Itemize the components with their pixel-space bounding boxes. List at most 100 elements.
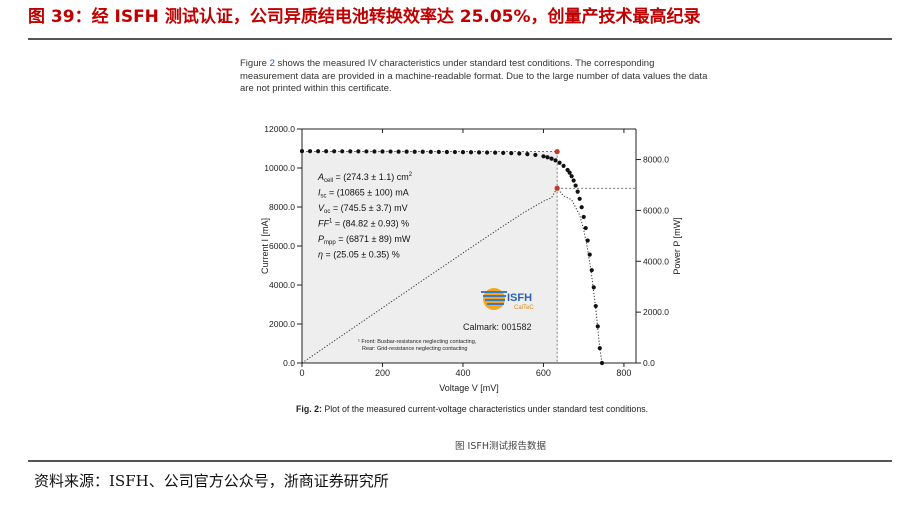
current-point [356,149,361,154]
current-point [549,156,554,161]
current-point [569,174,574,179]
current-point [332,149,337,154]
x-tick-label: 200 [375,368,390,378]
current-point [501,150,506,155]
current-point [545,155,550,160]
y-axis-right-label: Power P [mW] [672,217,682,274]
calmark-label: Calmark: 001582 [463,322,532,332]
caption-text: Plot of the measured current-voltage cha… [321,404,649,414]
logo-stripe [483,295,506,297]
x-tick-label: 400 [455,368,470,378]
current-point [533,152,538,158]
x-tick-label: 0 [299,368,304,378]
current-point [299,149,305,154]
current-point [581,214,586,220]
param-ff: FF1 = (84.82 ± 0.93) % [318,219,409,229]
current-point [599,360,605,366]
current-point [436,149,441,154]
x-tick-label: 600 [536,368,551,378]
param-voc: Voc = (745.5 ± 3.7) mV [318,203,408,215]
current-point [485,150,490,155]
y-left-tick-label: 12000.0 [264,124,295,134]
param-acell: Acell = (274.3 ± 1.1) cm2 [317,172,413,184]
current-point [388,149,393,154]
current-point [340,149,345,154]
footnote-front: ¹ Front: Busbar-resistance neglecting co… [358,339,477,345]
current-point [595,324,600,329]
logo-name: ISFH [507,292,532,304]
source-footer: 资料来源：ISFH、公司官方公众号，浙商证券研究所 [34,472,389,490]
figure-title: 图 39：经 ISFH 测试认证，公司异质结电池转换效率达 25.05%，创量产… [28,7,701,27]
current-point [476,150,482,155]
figure-caption: Fig. 2: Plot of the measured current-vol… [296,404,716,414]
param-pmpp: Pmpp = (6871 ± 89) mW [318,234,411,246]
current-point [452,149,458,155]
y-right-tick-label: 8000.0 [643,155,669,165]
y-right-tick-label: 6000.0 [643,205,669,215]
mpp-current-marker [554,149,560,155]
x-axis-label: Voltage V [mV] [439,383,499,393]
y-left-tick-label: 0.0 [283,358,295,368]
current-point [591,285,596,290]
current-point [585,238,590,243]
current-point [420,149,425,154]
current-point [557,160,562,165]
current-point [579,205,584,210]
source-note: 图 ISFH测试报告数据 [455,441,546,452]
logo-stripe [481,291,507,293]
param-isc: Isc = (10865 ± 100) mA [318,188,409,200]
current-point [589,268,594,273]
logo-stripe [487,303,504,305]
y-right-tick-label: 4000.0 [643,256,669,266]
intro-body: shows the measured IV characteristics un… [240,58,708,94]
current-point [561,163,566,168]
y-left-tick-label: 4000.0 [269,280,295,290]
current-point [324,149,329,154]
y-left-tick-label: 6000.0 [269,241,295,251]
current-point [593,303,598,309]
mpp-power-marker [554,185,560,191]
current-point [468,150,474,155]
current-point [380,149,385,154]
param-eta: η = (25.05 ± 0.35) % [318,250,400,260]
bottom-divider [28,460,892,462]
current-point [307,149,313,154]
current-point [444,149,449,155]
current-point [541,154,546,159]
current-point [553,158,558,163]
current-point [575,189,580,194]
caption-label: Fig. 2: [296,404,322,414]
y-left-tick-label: 10000.0 [264,163,295,173]
current-point [348,149,353,154]
current-point [428,149,433,154]
certificate-intro-text: Figure 2 shows the measured IV character… [240,58,710,96]
footnote-rear: Rear: Grid-resistance neglecting contact… [362,346,467,352]
y-axis-left-label: Current I [mA] [260,218,270,274]
current-point [460,150,466,155]
intro-figure-word: Figure [240,58,267,69]
current-point [364,149,369,154]
current-point [597,346,602,351]
current-point [404,149,409,154]
y-left-tick-label: 2000.0 [269,319,295,329]
top-divider [28,38,892,40]
current-point [567,170,572,175]
current-point [583,225,588,231]
x-tick-label: 800 [616,368,631,378]
current-point [571,178,576,183]
current-point [372,149,377,154]
current-point [396,149,401,154]
current-point [412,149,417,154]
y-right-tick-label: 0.0 [643,358,655,368]
current-point [577,196,582,201]
current-point [525,151,530,157]
y-right-tick-label: 2000.0 [643,307,669,317]
mpp-shaded-area [302,151,558,363]
intro-figure-link[interactable]: 2 [269,58,275,69]
power-curve [301,187,603,364]
current-point [587,252,592,257]
current-point [493,150,498,155]
logo-stripe [485,299,505,301]
